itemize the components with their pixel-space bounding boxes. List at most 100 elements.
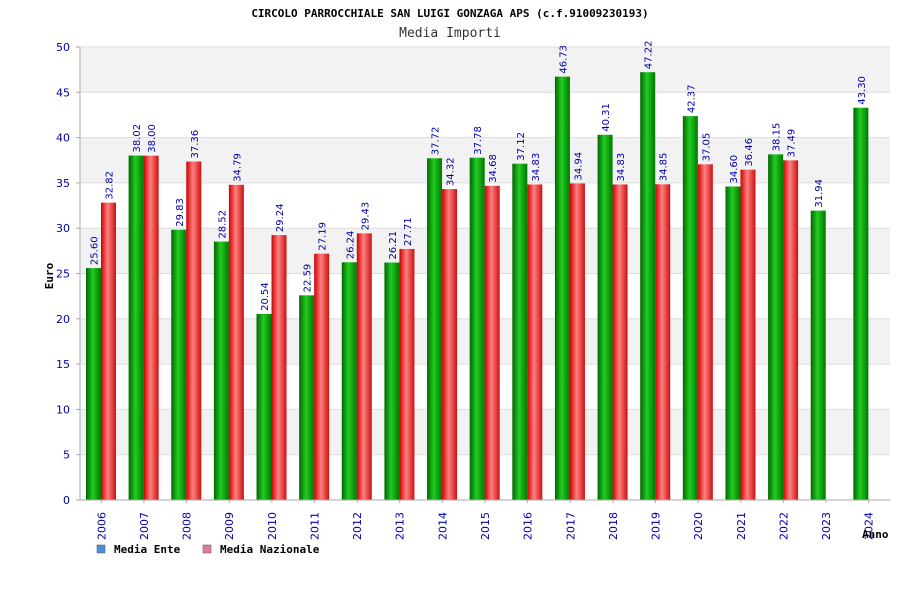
x-tick-label-2008: 2008 xyxy=(181,512,194,540)
bar-media-ente-2012 xyxy=(341,262,357,500)
data-label-media-nazionale-2016: 34.83 xyxy=(531,153,542,182)
bar-media-ente-2009 xyxy=(213,241,229,500)
y-tick-label: 40 xyxy=(56,132,70,145)
data-label-media-ente-2019: 47.22 xyxy=(644,41,655,70)
data-labels: 25.60 32.82 38.02 38.00 29.83 37.36 28.52 34.79… xyxy=(90,41,868,311)
bar-media-ente-2024 xyxy=(853,107,869,501)
data-label-media-nazionale-2014: 34.32 xyxy=(446,157,457,186)
data-label-media-ente-2016: 37.12 xyxy=(516,132,527,161)
x-tick-label-2010: 2010 xyxy=(266,512,279,540)
data-label-media-ente-2017: 46.73 xyxy=(558,45,569,74)
bar-media-nazionale-2017 xyxy=(569,183,585,500)
data-label-media-nazionale-2018: 34.83 xyxy=(616,153,627,182)
data-label-media-ente-2013: 26.21 xyxy=(388,231,399,260)
x-tick-label-2024: 2024 xyxy=(863,512,876,540)
data-label-media-nazionale-2013: 27.71 xyxy=(403,217,414,246)
legend-swatch-media-ente xyxy=(96,544,106,554)
bar-media-ente-2016 xyxy=(512,163,528,500)
bar-media-nazionale-2007 xyxy=(143,155,159,500)
bar-media-nazionale-2015 xyxy=(484,185,500,500)
x-axis-label: Anno xyxy=(862,528,889,541)
legend-label-media-nazionale: Media Nazionale xyxy=(220,543,320,556)
bar-media-ente-2013 xyxy=(384,262,400,500)
y-tick-label: 30 xyxy=(56,222,70,235)
data-label-media-ente-2007: 38.02 xyxy=(132,124,143,153)
chart-subtitle: Media Importi xyxy=(399,26,501,41)
x-tick-label-2019: 2019 xyxy=(650,512,663,540)
bar-media-ente-2019 xyxy=(640,72,656,500)
x-tick-label-2018: 2018 xyxy=(607,512,620,540)
legend-swatch-media-nazionale xyxy=(202,544,212,554)
y-axis-label: Euro xyxy=(43,262,56,289)
data-label-media-nazionale-2017: 34.94 xyxy=(573,152,584,181)
grid-band xyxy=(80,47,890,93)
data-label-media-nazionale-2008: 37.36 xyxy=(190,130,201,159)
y-axis-ticks: 0 5 10 15 20 25 30 35 40 45 50 xyxy=(56,41,80,507)
data-label-media-ente-2015: 37.78 xyxy=(473,126,484,155)
bar-media-nazionale-2021 xyxy=(740,169,756,500)
x-tick-label-2011: 2011 xyxy=(308,512,321,540)
x-tick-label-2012: 2012 xyxy=(351,512,364,540)
y-tick-label: 45 xyxy=(56,86,70,99)
y-tick-label: 5 xyxy=(63,449,70,462)
x-axis-ticks: 2006 2007 2008 2009 2010 2011 2012 2013 2014 2015… xyxy=(95,500,876,540)
bar-media-nazionale-2014 xyxy=(442,189,458,501)
legend: Media Ente Media Nazionale xyxy=(96,543,320,556)
y-tick-label: 20 xyxy=(56,313,70,326)
bar-media-ente-2021 xyxy=(725,186,741,501)
bar-media-nazionale-2010 xyxy=(271,235,287,500)
bar-media-ente-2017 xyxy=(554,76,570,501)
data-label-media-ente-2012: 26.24 xyxy=(345,231,356,260)
bar-media-nazionale-2013 xyxy=(399,248,415,500)
bar-media-ente-2008 xyxy=(171,229,187,500)
bar-media-nazionale-2022 xyxy=(783,160,799,500)
x-tick-label-2023: 2023 xyxy=(820,512,833,540)
bar-media-ente-2023 xyxy=(810,210,826,500)
x-tick-label-2007: 2007 xyxy=(138,512,151,540)
chart-title: CIRCOLO PARROCCHIALE SAN LUIGI GONZAGA A… xyxy=(251,7,648,20)
data-label-media-ente-2008: 29.83 xyxy=(175,198,186,227)
y-tick-label: 50 xyxy=(56,41,70,54)
data-label-media-ente-2018: 40.31 xyxy=(601,103,612,132)
data-label-media-ente-2021: 34.60 xyxy=(729,155,740,184)
bar-media-ente-2015 xyxy=(469,157,485,500)
x-tick-label-2009: 2009 xyxy=(223,512,236,540)
x-tick-label-2021: 2021 xyxy=(735,512,748,540)
x-tick-label-2015: 2015 xyxy=(479,512,492,540)
x-tick-label-2014: 2014 xyxy=(436,512,449,540)
x-tick-label-2006: 2006 xyxy=(95,512,108,540)
data-label-media-nazionale-2010: 29.24 xyxy=(275,203,286,232)
bar-media-ente-2022 xyxy=(768,154,784,500)
bar-media-nazionale-2012 xyxy=(356,233,372,500)
data-label-media-ente-2014: 37.72 xyxy=(431,127,442,156)
bar-media-ente-2007 xyxy=(128,155,144,500)
x-tick-label-2022: 2022 xyxy=(777,512,790,540)
data-label-media-ente-2023: 31.94 xyxy=(814,179,825,208)
data-label-media-nazionale-2015: 34.68 xyxy=(488,154,499,183)
bar-media-nazionale-2020 xyxy=(697,164,713,500)
data-label-media-nazionale-2022: 37.49 xyxy=(787,129,798,158)
bar-media-ente-2020 xyxy=(682,116,698,500)
data-label-media-ente-2011: 22.59 xyxy=(303,264,314,293)
y-tick-label: 35 xyxy=(56,177,70,190)
data-label-media-nazionale-2019: 34.85 xyxy=(659,153,670,182)
y-tick-label: 0 xyxy=(63,494,70,507)
bar-media-nazionale-2011 xyxy=(314,253,330,500)
bar-media-nazionale-2016 xyxy=(527,184,543,501)
bar-media-ente-2006 xyxy=(86,268,101,500)
data-label-media-nazionale-2006: 32.82 xyxy=(105,171,116,200)
data-label-media-nazionale-2011: 27.19 xyxy=(318,222,329,251)
y-tick-label: 15 xyxy=(56,358,70,371)
bar-media-ente-2011 xyxy=(299,295,315,500)
bars xyxy=(86,72,869,501)
data-label-media-nazionale-2012: 29.43 xyxy=(360,202,371,231)
data-label-media-ente-2024: 43.30 xyxy=(857,76,868,105)
data-label-media-ente-2022: 38.15 xyxy=(772,123,783,152)
bar-media-nazionale-2019 xyxy=(655,184,671,500)
bar-media-nazionale-2006 xyxy=(101,202,116,500)
legend-label-media-ente: Media Ente xyxy=(114,543,181,556)
bar-media-ente-2010 xyxy=(256,313,272,500)
bar-media-ente-2014 xyxy=(427,158,443,500)
x-tick-label-2020: 2020 xyxy=(692,512,705,540)
